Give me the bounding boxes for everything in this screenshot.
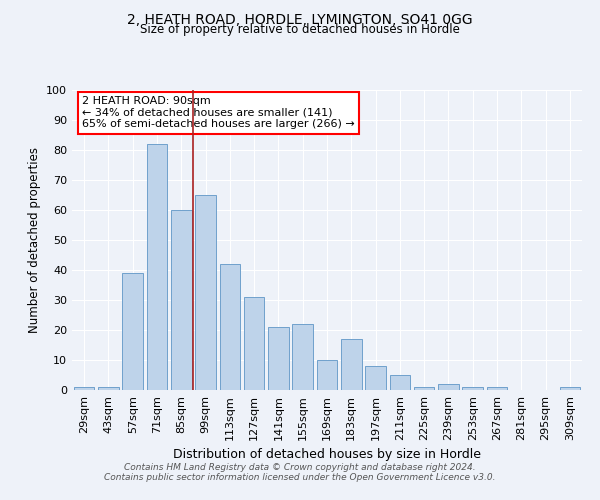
Bar [341,339,362,390]
Bar [463,387,483,390]
Bar [171,210,191,390]
Bar [98,387,119,390]
Text: Size of property relative to detached houses in Hordle: Size of property relative to detached ho… [140,22,460,36]
X-axis label: Distribution of detached houses by size in Hordle: Distribution of detached houses by size … [173,448,481,461]
Bar [438,384,459,390]
Bar [268,327,289,390]
Bar [365,366,386,390]
Bar [414,387,434,390]
Bar [244,297,265,390]
Bar [317,360,337,390]
Bar [146,144,167,390]
Text: 2 HEATH ROAD: 90sqm
← 34% of detached houses are smaller (141)
65% of semi-detac: 2 HEATH ROAD: 90sqm ← 34% of detached ho… [82,96,355,129]
Text: Contains HM Land Registry data © Crown copyright and database right 2024.: Contains HM Land Registry data © Crown c… [124,464,476,472]
Bar [220,264,240,390]
Bar [122,273,143,390]
Bar [487,387,508,390]
Text: 2, HEATH ROAD, HORDLE, LYMINGTON, SO41 0GG: 2, HEATH ROAD, HORDLE, LYMINGTON, SO41 0… [127,12,473,26]
Bar [195,195,216,390]
Y-axis label: Number of detached properties: Number of detached properties [28,147,41,333]
Text: Contains public sector information licensed under the Open Government Licence v3: Contains public sector information licen… [104,474,496,482]
Bar [560,387,580,390]
Bar [389,375,410,390]
Bar [74,387,94,390]
Bar [292,324,313,390]
